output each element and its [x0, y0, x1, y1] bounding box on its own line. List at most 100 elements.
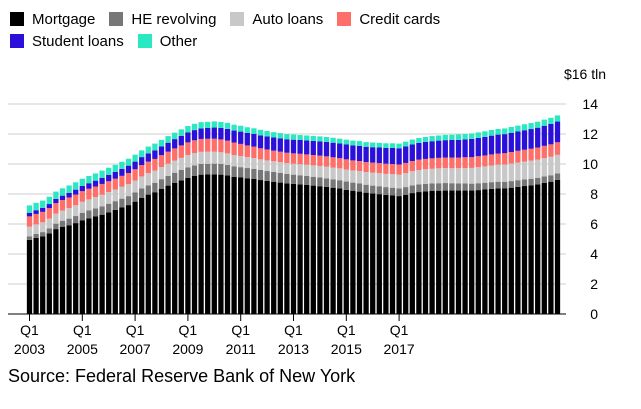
bar-segment [271, 132, 277, 138]
bar-segment [224, 122, 231, 129]
bar-segment [462, 157, 468, 169]
bar-segment [337, 158, 343, 169]
x-tick-label-year: 2003 [14, 341, 45, 357]
bar-segment [449, 183, 455, 191]
bar-segment [59, 220, 66, 227]
bar-segment [40, 207, 46, 212]
bar-segment [191, 153, 198, 166]
y-tick-label: 12 [582, 126, 598, 142]
bar-segment [59, 200, 66, 211]
bar-segment [205, 138, 211, 152]
bar-segment [79, 212, 85, 221]
bar-segment [304, 154, 310, 165]
bar-segment [244, 157, 250, 169]
bar-segment [343, 144, 349, 160]
bar-segment [73, 189, 79, 195]
bar-segment [271, 171, 277, 182]
bar-segment [92, 180, 99, 187]
bar-segment [469, 133, 475, 139]
bar-segment [389, 147, 396, 164]
bar-segment [337, 180, 343, 189]
bar-segment [119, 207, 125, 314]
bar-segment [46, 196, 52, 205]
bar-segment [535, 147, 541, 160]
legend-item: Other [137, 33, 197, 50]
bar-segment [548, 144, 554, 157]
bar-segment [350, 190, 356, 314]
bars-layer [26, 115, 561, 314]
bar-segment [469, 167, 475, 184]
bar-segment [475, 156, 481, 168]
bar-segment [515, 186, 521, 314]
bar-segment [356, 191, 363, 314]
bar-segment [535, 127, 541, 148]
bar-segment [224, 175, 231, 314]
bar-segment [277, 182, 283, 314]
bar-segment [541, 182, 547, 314]
bar-segment [106, 212, 112, 314]
bar-segment [106, 192, 112, 204]
bar-segment [264, 136, 270, 150]
bar-segment [264, 180, 270, 314]
bar-segment [66, 192, 72, 198]
bar-segment [304, 140, 310, 155]
bar-segment [436, 190, 442, 314]
bar-segment [191, 176, 198, 314]
bar-segment [475, 132, 481, 138]
x-tick-label-year: 2009 [172, 341, 203, 357]
bar-segment [172, 172, 178, 183]
x-tick-label-year: 2007 [120, 341, 151, 357]
bar-segment [99, 183, 105, 195]
bar-segment [73, 216, 79, 224]
y-tick-label: 2 [590, 276, 598, 292]
bar-segment [535, 177, 541, 185]
bar-segment [462, 183, 468, 191]
bar-segment [422, 191, 429, 314]
bar-segment [449, 190, 455, 314]
bar-segment [548, 175, 554, 182]
bar-segment [495, 128, 501, 135]
bar-segment [528, 185, 534, 314]
bar-segment [112, 201, 118, 210]
bar-segment [495, 181, 501, 189]
bar-segment [284, 134, 290, 140]
bar-segment [469, 157, 475, 168]
bar-segment [429, 168, 435, 184]
bar-segment [343, 181, 349, 190]
bar-segment [112, 171, 118, 179]
bar-segment [86, 183, 92, 189]
bar-segment [92, 173, 99, 181]
bar-segment [317, 186, 323, 314]
bar-segment [383, 187, 389, 195]
bar-segment [350, 140, 356, 146]
bar-segment [370, 162, 376, 173]
bar-segment [178, 157, 184, 170]
bar-segment [125, 205, 132, 314]
bar-segment [304, 176, 310, 185]
bar-segment [284, 152, 290, 164]
bar-segment [330, 137, 336, 143]
bar-segment [541, 158, 547, 177]
bar-segment [231, 176, 237, 314]
bar-segment [191, 123, 198, 131]
bar-segment [317, 136, 323, 142]
bar-segment [218, 122, 224, 128]
bar-segment [79, 220, 85, 314]
bar-segment [363, 146, 369, 163]
bar-segment [66, 208, 72, 219]
bar-segment [218, 152, 224, 164]
bar-segment [172, 148, 178, 161]
bar-segment [515, 180, 521, 187]
bar-segment [370, 172, 376, 186]
bar-segment [238, 131, 244, 144]
bar-segment [211, 174, 217, 314]
bar-segment [125, 173, 132, 185]
bar-segment [488, 129, 495, 136]
bar-segment [277, 173, 283, 183]
y-tick-label: 14 [582, 96, 598, 112]
bar-segment [26, 205, 33, 213]
bar-segment [224, 128, 231, 141]
bar-segment [376, 147, 382, 164]
bar-segment [389, 143, 396, 148]
bar-segment [224, 164, 231, 176]
